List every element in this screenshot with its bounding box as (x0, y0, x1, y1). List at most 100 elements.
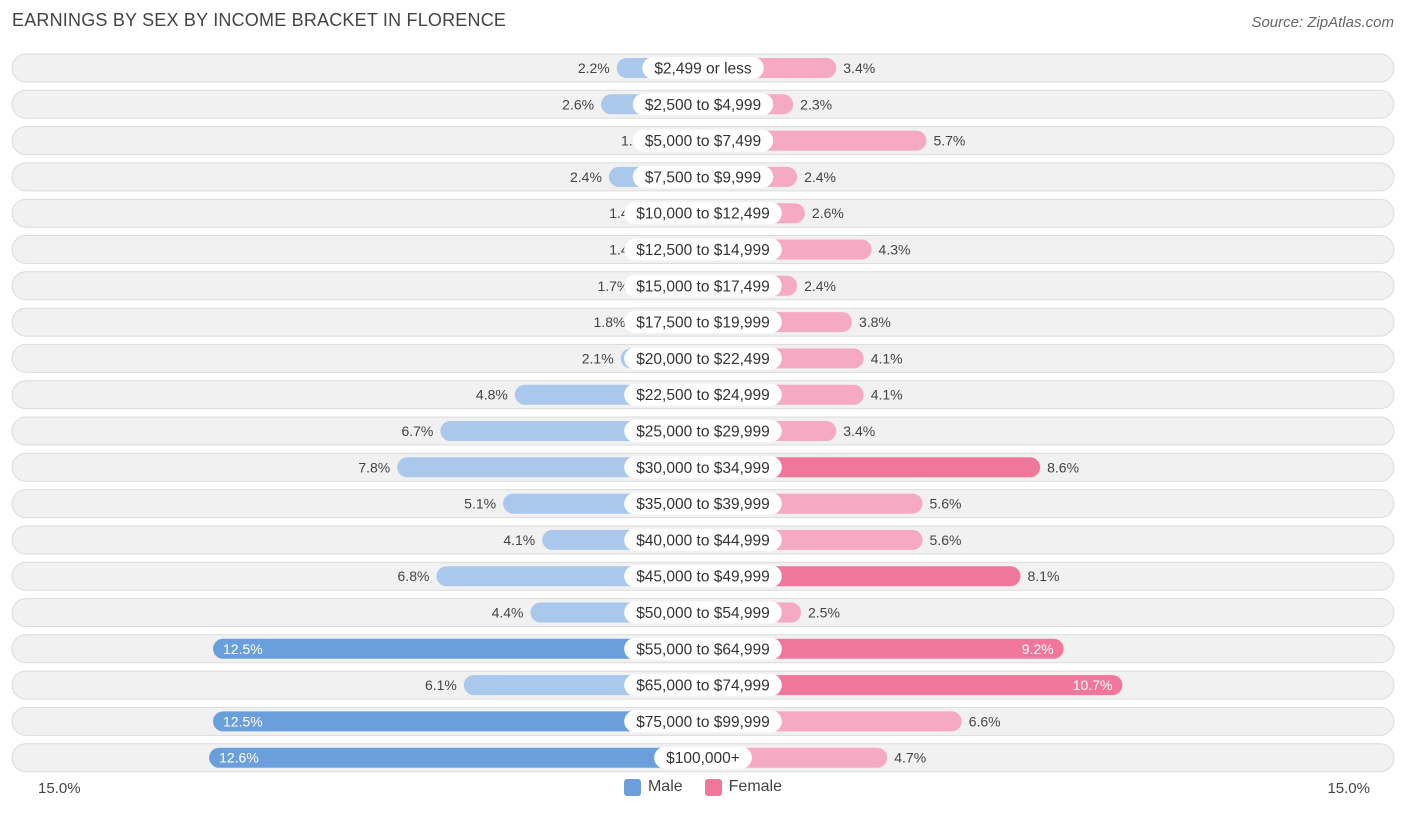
table-row: 12.6% 4.7% $100,000+ (11, 743, 1395, 773)
category-label-pill (624, 674, 782, 697)
chart-title: EARNINGS BY SEX BY INCOME BRACKET IN FLO… (12, 10, 507, 30)
table-row: 5.1% 5.6% $35,000 to $39,999 (11, 489, 1395, 519)
category-label: $10,000 to $12,499 (636, 206, 770, 223)
category-label-pill (632, 165, 774, 188)
male-value-label: 12.5% (223, 641, 263, 657)
male-value-label: 12.5% (223, 713, 263, 729)
female-value-label: 5.7% (933, 133, 965, 149)
female-value-label: 2.3% (800, 96, 832, 112)
category-label-pill (624, 601, 782, 624)
category-label-pill (624, 202, 782, 225)
category-label-pill (624, 637, 782, 660)
male-value-label: 12.6% (219, 750, 259, 766)
table-row: 12.5% 6.6% $75,000 to $99,999 (11, 706, 1395, 736)
male-value-label: 2.4% (570, 169, 602, 185)
female-value-label: 6.6% (969, 713, 1001, 729)
male-value-label: 6.1% (425, 677, 457, 693)
female-value-label: 4.3% (879, 242, 911, 258)
female-bar (703, 638, 1064, 659)
female-value-label: 9.2% (1022, 641, 1054, 657)
male-value-label: 6.8% (398, 568, 430, 584)
table-row: 6.1% 10.7% $65,000 to $74,999 (11, 670, 1395, 700)
table-row: 7.8% 8.6% $30,000 to $34,999 (11, 452, 1395, 482)
category-label: $55,000 to $64,999 (636, 641, 770, 658)
male-value-label: 5.1% (464, 496, 496, 512)
legend-item-female: Female (704, 778, 783, 796)
legend-swatch-male (623, 778, 641, 796)
axis-min-label: 15.0% (38, 780, 81, 797)
category-label-pill (624, 420, 782, 442)
female-value-label: 4.7% (894, 750, 926, 766)
female-value-label: 8.1% (1028, 568, 1060, 584)
category-label-pill (624, 565, 782, 588)
category-label-pill (624, 528, 782, 551)
table-row: 12.5% 9.2% $55,000 to $64,999 (11, 634, 1395, 664)
category-label-pill (632, 129, 774, 152)
table-row: 4.1% 5.6% $40,000 to $44,999 (11, 525, 1395, 555)
legend-label-male: Male (647, 778, 683, 795)
category-label-pill (624, 710, 782, 733)
category-label: $7,500 to $9,999 (645, 169, 761, 186)
table-row: 1.7% 2.4% $15,000 to $17,499 (11, 271, 1395, 301)
legend-item-male: Male (623, 778, 683, 796)
table-row: 4.4% 2.5% $50,000 to $54,999 (11, 598, 1395, 627)
category-label-pill (624, 492, 782, 515)
legend-label-female: Female (728, 778, 783, 795)
female-value-label: 3.4% (843, 423, 875, 439)
category-label: $45,000 to $49,999 (636, 569, 770, 586)
table-row: 2.2% 3.4% $2,499 or less (11, 53, 1395, 83)
category-label: $17,500 to $19,999 (636, 315, 770, 332)
category-label: $65,000 to $74,999 (636, 678, 770, 695)
female-value-label: 4.1% (871, 350, 903, 366)
male-value-label: 6.7% (401, 423, 433, 439)
female-value-label: 3.8% (859, 314, 891, 330)
category-label: $22,500 to $24,999 (636, 387, 770, 404)
category-label-pill (624, 456, 782, 479)
male-bar (209, 747, 703, 768)
category-label: $2,500 to $4,999 (645, 97, 761, 114)
table-row: 4.8% 4.1% $22,500 to $24,999 (11, 380, 1395, 410)
category-label: $75,000 to $99,999 (636, 714, 770, 731)
male-value-label: 4.1% (503, 532, 535, 548)
category-label-pill (624, 347, 782, 370)
category-label-pill (624, 383, 782, 406)
legend: Male Female (0, 778, 1406, 796)
axis-max-label: 15.0% (1327, 780, 1370, 797)
female-value-label: 2.4% (804, 278, 836, 294)
bar-chart: 2.2% 3.4% $2,499 or less 2.6% 2.3% $2,500 to … (11, 53, 1395, 773)
category-label: $12,500 to $14,999 (636, 242, 770, 259)
table-row: 1.4%4.3%$12,500 to $14,999 (11, 235, 1395, 264)
category-label: $50,000 to $54,999 (636, 605, 770, 622)
category-label: $40,000 to $44,999 (636, 532, 770, 549)
male-value-label: 1.8% (594, 314, 626, 330)
category-label-pill (632, 93, 774, 116)
male-bar (213, 638, 703, 659)
female-value-label: 4.1% (871, 387, 903, 403)
male-value-label: 4.8% (476, 387, 508, 403)
male-value-label: 1.7% (597, 278, 629, 294)
category-label: $35,000 to $39,999 (636, 496, 770, 513)
male-value-label: 2.2% (578, 60, 610, 76)
female-value-label: 3.4% (843, 60, 875, 76)
male-value-label: 4.4% (492, 605, 524, 621)
table-row: 2.6% 2.3% $2,500 to $4,999 (11, 89, 1395, 119)
category-label-pill (642, 57, 764, 79)
female-bar (703, 566, 1021, 587)
category-label: $15,000 to $17,499 (636, 278, 770, 295)
category-label-pill (624, 238, 782, 261)
male-value-label: 7.8% (358, 459, 390, 475)
male-bar (213, 711, 703, 732)
category-label: $2,499 or less (654, 61, 752, 78)
female-value-label: 10.7% (1073, 677, 1113, 693)
female-value-label: 2.5% (808, 605, 840, 621)
category-label: $5,000 to $7,499 (645, 133, 761, 150)
category-label-pill (624, 311, 782, 334)
female-value-label: 8.6% (1047, 459, 1079, 475)
female-value-label: 5.6% (930, 532, 962, 548)
category-label: $30,000 to $34,999 (636, 460, 770, 477)
male-value-label: 2.1% (582, 350, 614, 366)
table-row: 1.1%5.7%$5,000 to $7,499 (11, 126, 1395, 156)
table-row: 2.4% 2.4% $7,500 to $9,999 (11, 162, 1395, 192)
source-note: Source: ZipAtlas.com (1251, 14, 1394, 31)
table-row: 6.8% 8.1% $45,000 to $49,999 (11, 561, 1395, 591)
